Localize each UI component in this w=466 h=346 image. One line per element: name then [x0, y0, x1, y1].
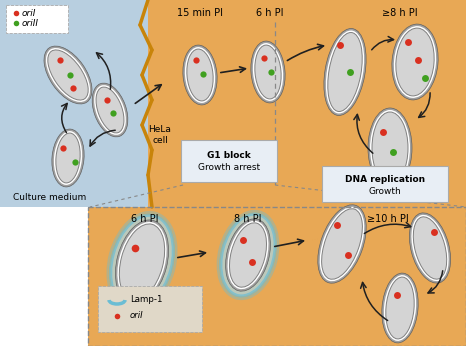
Ellipse shape: [322, 209, 363, 279]
Ellipse shape: [226, 219, 270, 291]
Ellipse shape: [384, 275, 416, 341]
Ellipse shape: [229, 223, 267, 287]
Ellipse shape: [187, 49, 213, 101]
FancyBboxPatch shape: [181, 140, 277, 182]
Text: ≥10 h PI: ≥10 h PI: [367, 214, 409, 224]
Text: oriI: oriI: [22, 9, 36, 18]
Ellipse shape: [94, 85, 126, 135]
Ellipse shape: [386, 277, 414, 339]
Text: 6 h PI: 6 h PI: [131, 214, 159, 224]
Bar: [88, 207, 466, 346]
Text: 6 h PI: 6 h PI: [256, 8, 284, 18]
Ellipse shape: [227, 221, 268, 289]
Bar: [0, 0, 466, 207]
FancyBboxPatch shape: [6, 5, 68, 33]
Text: Culture medium: Culture medium: [14, 192, 87, 201]
Ellipse shape: [56, 133, 80, 183]
Text: G1 block: G1 block: [207, 151, 251, 160]
Ellipse shape: [110, 215, 173, 309]
Ellipse shape: [392, 24, 438, 100]
Ellipse shape: [54, 131, 82, 185]
FancyBboxPatch shape: [322, 166, 448, 202]
Ellipse shape: [413, 217, 447, 279]
Ellipse shape: [117, 222, 167, 302]
Ellipse shape: [116, 220, 169, 304]
Ellipse shape: [328, 33, 362, 111]
Ellipse shape: [396, 28, 434, 96]
Ellipse shape: [183, 45, 217, 105]
Ellipse shape: [48, 50, 88, 100]
Text: 15 min PI: 15 min PI: [177, 8, 223, 18]
Text: ≥8 h PI: ≥8 h PI: [382, 8, 418, 18]
Ellipse shape: [253, 43, 283, 101]
Ellipse shape: [318, 205, 366, 283]
FancyBboxPatch shape: [98, 286, 202, 332]
Ellipse shape: [382, 273, 418, 343]
Ellipse shape: [411, 215, 449, 281]
Text: oriI: oriI: [130, 311, 144, 320]
Ellipse shape: [372, 112, 408, 184]
Text: Lamp-1: Lamp-1: [130, 295, 163, 304]
Bar: [0, 0, 148, 207]
Ellipse shape: [394, 26, 436, 98]
Text: oriII: oriII: [22, 18, 39, 27]
Text: Growth: Growth: [369, 188, 401, 197]
Ellipse shape: [52, 129, 84, 187]
Ellipse shape: [92, 83, 128, 137]
Text: 8 h PI: 8 h PI: [234, 214, 262, 224]
Text: HeLa
cell: HeLa cell: [149, 125, 171, 145]
Ellipse shape: [119, 224, 164, 300]
Ellipse shape: [251, 41, 285, 103]
Ellipse shape: [255, 45, 281, 99]
Ellipse shape: [96, 87, 124, 133]
Ellipse shape: [44, 46, 92, 104]
Ellipse shape: [326, 30, 364, 113]
Ellipse shape: [410, 213, 451, 283]
Ellipse shape: [46, 48, 90, 102]
Ellipse shape: [370, 110, 410, 186]
Ellipse shape: [368, 108, 412, 188]
Ellipse shape: [324, 28, 366, 116]
Ellipse shape: [220, 214, 275, 296]
Ellipse shape: [320, 207, 364, 281]
Text: Growth arrest: Growth arrest: [198, 164, 260, 173]
Text: DNA replication: DNA replication: [345, 175, 425, 184]
Ellipse shape: [185, 47, 215, 103]
